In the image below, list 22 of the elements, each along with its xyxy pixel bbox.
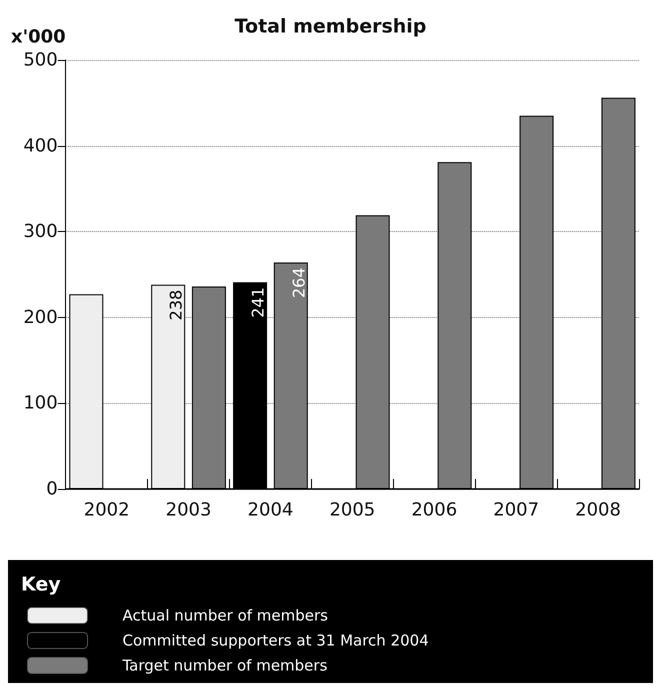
y-axis-title: x'000: [10, 26, 66, 48]
x-tick-label: 2007: [493, 500, 540, 520]
y-tick-label: 200: [23, 306, 58, 328]
chart-title: Total membership: [234, 16, 426, 38]
data-label: 238: [166, 290, 186, 320]
y-tick-label: 300: [23, 221, 58, 242]
y-tick-label: 400: [23, 135, 58, 156]
x-tick-label: 2004: [248, 500, 294, 520]
data-label: 241: [248, 287, 268, 318]
x-tick-label: 2003: [166, 500, 212, 520]
y-tick-label: 100: [23, 392, 58, 414]
y-tick-label: 500: [23, 50, 58, 70]
legend-label: Actual number of members: [122, 606, 328, 624]
data-label: 264: [289, 267, 308, 298]
x-tick-label: 2006: [411, 500, 458, 520]
legend-label: Committed supporters at 31 March 2004: [122, 632, 429, 650]
x-tick-label: 2008: [575, 500, 621, 520]
legend-title: Key: [21, 574, 62, 596]
legend-label: Target number of members: [122, 656, 328, 674]
y-tick-label: 0: [46, 478, 58, 500]
x-tick-label: 2002: [84, 500, 130, 520]
x-tick-label: 2005: [329, 500, 376, 520]
